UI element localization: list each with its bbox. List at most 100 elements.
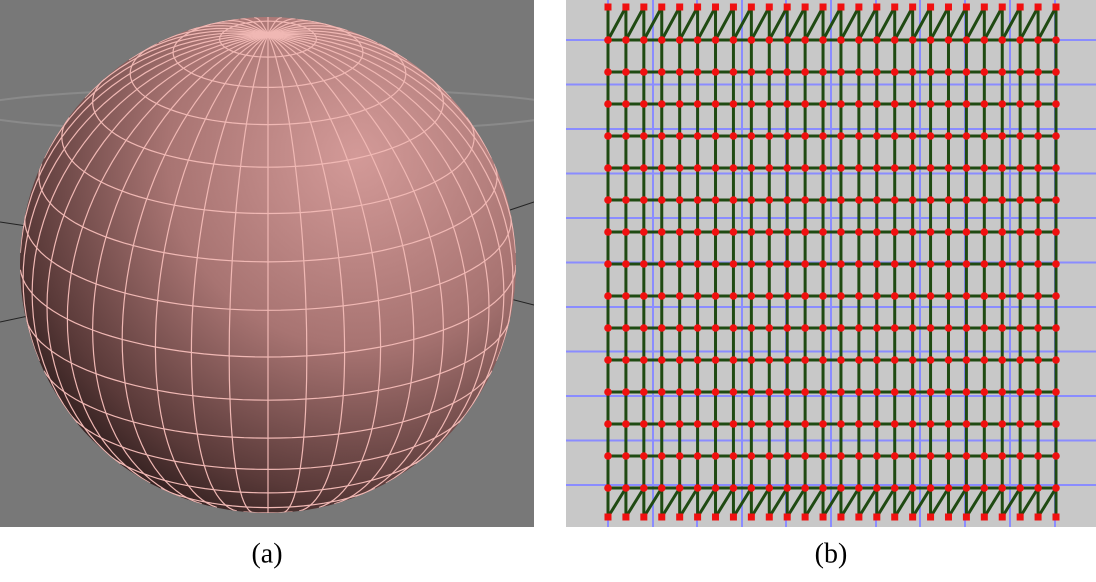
uv-vertex	[640, 196, 648, 204]
uv-vertex	[855, 68, 863, 76]
uv-vertex	[783, 164, 791, 172]
uv-vertex	[945, 36, 953, 44]
uv-vertex	[981, 324, 989, 332]
uv-vertex	[981, 388, 989, 396]
uv-vertex	[981, 514, 988, 521]
uv-vertex	[981, 164, 989, 172]
uv-vertex	[981, 196, 989, 204]
uv-vertex	[802, 4, 809, 11]
uv-vertex	[1052, 164, 1060, 172]
uv-vertex	[1034, 324, 1042, 332]
uv-vertex	[837, 196, 845, 204]
uv-vertex	[945, 4, 952, 11]
uv-vertex	[873, 260, 881, 268]
uv-vertex	[945, 420, 953, 428]
uv-vertex	[765, 484, 773, 492]
uv-vertex	[748, 68, 756, 76]
uv-vertex	[676, 164, 684, 172]
uv-vertex	[837, 228, 845, 236]
uv-vertex	[837, 388, 845, 396]
uv-vertex	[676, 260, 684, 268]
uv-vertex	[963, 100, 971, 108]
uv-vertex	[712, 132, 720, 140]
uv-vertex	[622, 196, 630, 204]
uv-vertex	[765, 196, 773, 204]
uv-vertex	[855, 356, 863, 364]
uv-vertex	[730, 68, 738, 76]
uv-vertex	[981, 260, 989, 268]
uv-vertex	[765, 164, 773, 172]
uv-vertex	[658, 196, 666, 204]
uv-vertex	[676, 388, 684, 396]
uv-vertex	[855, 420, 863, 428]
uv-vertex	[748, 228, 756, 236]
uv-vertex	[640, 68, 648, 76]
uv-vertex	[927, 260, 935, 268]
uv-vertex	[1016, 420, 1024, 428]
uv-vertex	[945, 484, 953, 492]
uv-vertex	[694, 292, 702, 300]
uv-vertex	[712, 484, 720, 492]
uv-vertex	[765, 260, 773, 268]
uv-vertex	[748, 164, 756, 172]
uv-vertex	[748, 260, 756, 268]
uv-vertex	[927, 388, 935, 396]
uv-vertex	[801, 388, 809, 396]
uv-vertex	[927, 4, 934, 11]
uv-vertex	[694, 324, 702, 332]
uv-vertex	[1034, 100, 1042, 108]
uv-vertex	[819, 260, 827, 268]
uv-vertex	[963, 484, 971, 492]
uv-vertex	[783, 292, 791, 300]
uv-vertex	[963, 388, 971, 396]
uv-vertex	[909, 132, 917, 140]
uv-vertex	[676, 452, 684, 460]
uv-vertex	[909, 100, 917, 108]
uv-vertex	[998, 420, 1006, 428]
uv-vertex	[604, 484, 612, 492]
uv-vertex	[730, 228, 738, 236]
uv-vertex	[873, 36, 881, 44]
uv-vertex	[927, 228, 935, 236]
uv-vertex	[801, 452, 809, 460]
uv-vertex	[694, 514, 701, 521]
uv-vertex	[604, 452, 612, 460]
uv-vertex	[748, 4, 755, 11]
uv-vertex	[981, 132, 989, 140]
uv-vertex	[604, 196, 612, 204]
uv-vertex	[945, 324, 953, 332]
uv-vertex	[963, 4, 970, 11]
uv-vertex	[676, 68, 684, 76]
uv-vertex	[712, 514, 719, 521]
uv-vertex	[765, 452, 773, 460]
uv-vertex	[730, 100, 738, 108]
uv-vertex	[891, 420, 899, 428]
uv-vertex	[873, 100, 881, 108]
uv-vertex	[1053, 4, 1060, 11]
uv-vertex	[1016, 132, 1024, 140]
uv-vertex	[783, 196, 791, 204]
uv-vertex	[1052, 292, 1060, 300]
uv-vertex	[945, 68, 953, 76]
uv-vertex	[801, 132, 809, 140]
page: (a) (b) (() => { const data = JSON.parse…	[0, 0, 1096, 582]
uv-vertex	[998, 484, 1006, 492]
uv-vertex	[658, 132, 666, 140]
uv-vertex	[712, 452, 720, 460]
uv-vertex	[1034, 484, 1042, 492]
uv-vertex	[998, 228, 1006, 236]
uv-vertex	[640, 388, 648, 396]
uv-vertex	[1016, 68, 1024, 76]
uv-vertex	[765, 420, 773, 428]
uv-vertex	[819, 100, 827, 108]
uv-vertex	[766, 514, 773, 521]
uv-vertex	[801, 356, 809, 364]
uv-vertex	[873, 228, 881, 236]
uv-vertex	[783, 452, 791, 460]
uv-vertex	[1016, 324, 1024, 332]
uv-vertex	[801, 228, 809, 236]
caption: (b)	[815, 538, 848, 569]
uv-vertex	[998, 388, 1006, 396]
uv-vertex	[891, 196, 899, 204]
uv-vertex	[605, 4, 612, 11]
